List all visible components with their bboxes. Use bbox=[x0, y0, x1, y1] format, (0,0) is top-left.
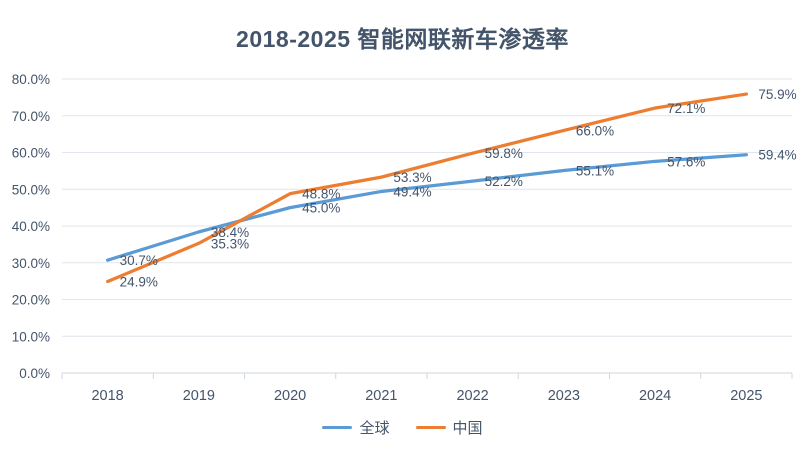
series-line-global bbox=[106, 153, 748, 262]
data-label-global: 49.4% bbox=[393, 184, 431, 199]
x-axis-tick-label: 2024 bbox=[639, 388, 671, 404]
y-axis-tick-label: 70.0% bbox=[12, 109, 50, 124]
x-axis-tick-label: 2020 bbox=[274, 388, 306, 404]
x-axis-tick-label: 2021 bbox=[365, 388, 397, 404]
data-label-global: 52.2% bbox=[485, 174, 523, 189]
y-axis-tick-label: 50.0% bbox=[12, 182, 50, 197]
legend-label-china: 中国 bbox=[452, 420, 483, 437]
data-label-china: 53.3% bbox=[393, 170, 431, 185]
data-label-global: 45.0% bbox=[302, 201, 340, 216]
y-axis-tick-label: 60.0% bbox=[12, 146, 50, 161]
legend-label-global: 全球 bbox=[359, 420, 390, 437]
data-label-global: 30.7% bbox=[120, 253, 158, 268]
y-axis-tick-label: 30.0% bbox=[12, 256, 50, 271]
data-label-china: 72.1% bbox=[667, 101, 705, 116]
data-label-china: 66.0% bbox=[576, 123, 614, 138]
data-label-china: 48.8% bbox=[302, 187, 340, 202]
y-axis-tick-label: 40.0% bbox=[12, 219, 50, 234]
legend-line-swatch-china bbox=[415, 426, 446, 429]
legend-item-global[interactable]: 全球 bbox=[322, 417, 390, 438]
y-axis-tick-label: 10.0% bbox=[12, 329, 50, 344]
x-axis-tick-label: 2025 bbox=[730, 388, 762, 404]
x-axis-tick-label: 2018 bbox=[91, 388, 123, 404]
x-axis-tick-label: 2023 bbox=[548, 388, 580, 404]
legend-line-swatch-global bbox=[322, 426, 353, 429]
data-label-global: 59.4% bbox=[758, 148, 796, 163]
legend: 全球 中国 bbox=[0, 417, 805, 438]
data-label-china: 59.8% bbox=[485, 146, 523, 161]
series-line-china bbox=[106, 92, 748, 284]
data-label-china: 35.3% bbox=[211, 236, 249, 251]
data-label-china: 24.9% bbox=[120, 274, 158, 289]
legend-item-china[interactable]: 中国 bbox=[415, 417, 483, 438]
data-label-global: 38.4% bbox=[211, 225, 249, 240]
data-label-china: 75.9% bbox=[758, 87, 796, 102]
y-axis-tick-label: 0.0% bbox=[19, 366, 50, 381]
chart-title: 2018-2025 智能网联新车渗透率 bbox=[236, 26, 569, 52]
x-axis-tick-label: 2019 bbox=[183, 388, 215, 404]
x-axis-tick-label: 2022 bbox=[456, 388, 488, 404]
y-axis-tick-label: 80.0% bbox=[12, 72, 50, 87]
y-axis-tick-label: 20.0% bbox=[12, 293, 50, 308]
data-label-global: 57.6% bbox=[667, 154, 705, 169]
data-label-global: 55.1% bbox=[576, 164, 614, 179]
